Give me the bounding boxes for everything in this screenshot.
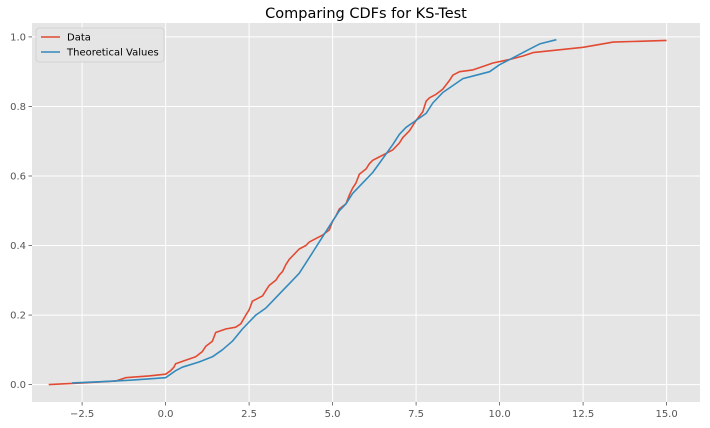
series-line-theoretical-values — [72, 38, 557, 384]
y-tick-label: 0.0 — [10, 380, 26, 391]
y-tick-label: 1.0 — [10, 32, 26, 43]
series-line-data — [48, 39, 667, 386]
legend-box — [35, 27, 165, 63]
y-axis-ticks: 0.0 0.2 0.4 0.6 0.8 1.0 — [10, 32, 32, 391]
legend-label-data: Data — [67, 33, 91, 44]
x-tick-label: 12.5 — [572, 409, 594, 420]
legend-label-theoretical-values: Theoretical Values — [66, 48, 159, 59]
x-tick-label: 7.5 — [408, 409, 424, 420]
x-tick-label: 0.0 — [158, 409, 174, 420]
y-tick-label: 0.6 — [10, 171, 26, 182]
chart-title: Comparing CDFs for KS-Test — [265, 6, 467, 22]
x-axis-ticks: −2.5 0.0 2.5 5.0 7.5 10.0 12.5 15.0 — [70, 402, 678, 420]
x-tick-label: 15.0 — [655, 409, 677, 420]
y-tick-label: 0.8 — [10, 102, 26, 113]
series-lines — [48, 38, 667, 386]
x-tick-label: 2.5 — [241, 409, 257, 420]
y-tick-label: 0.4 — [10, 241, 26, 252]
x-tick-label: 10.0 — [488, 409, 510, 420]
legend: Data Theoretical Values — [35, 27, 165, 63]
y-tick-label: 0.2 — [10, 311, 26, 322]
x-tick-label: 5.0 — [325, 409, 341, 420]
grid-lines — [32, 23, 700, 402]
plot-background — [32, 23, 700, 402]
x-tick-label: −2.5 — [70, 409, 94, 420]
